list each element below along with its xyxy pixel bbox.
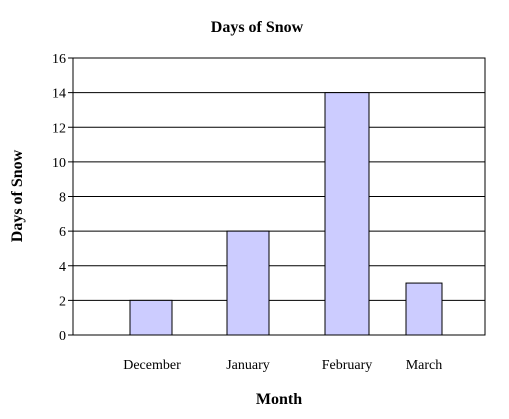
x-tick-label: March [406,358,443,373]
bar-december [129,299,173,336]
bar-march [405,282,443,336]
y-tick-label: 8 [59,191,66,206]
y-tick-label: 4 [59,260,66,275]
y-tick-label: 14 [52,87,66,102]
y-tick-label: 6 [59,225,66,240]
y-tick-label: 10 [52,156,66,171]
bar-january [226,230,270,336]
y-tick-label: 12 [52,121,66,136]
grid-lines [73,92,485,301]
x-tick-label: January [226,358,270,373]
y-axis-label: Days of Snow [9,149,26,242]
x-tick-labels: December January February March [123,358,442,373]
y-tick-labels: 0 2 4 6 8 10 12 14 16 [52,52,73,344]
x-tick-label: February [322,358,373,373]
bar-february [324,92,370,336]
y-tick-label: 16 [52,52,66,67]
y-tick-label: 2 [59,294,66,309]
x-tick-label: December [123,358,181,373]
chart-title: Days of Snow [211,19,304,36]
x-axis-label: Month [256,391,302,408]
y-tick-label: 0 [59,329,66,344]
bars [129,92,443,336]
